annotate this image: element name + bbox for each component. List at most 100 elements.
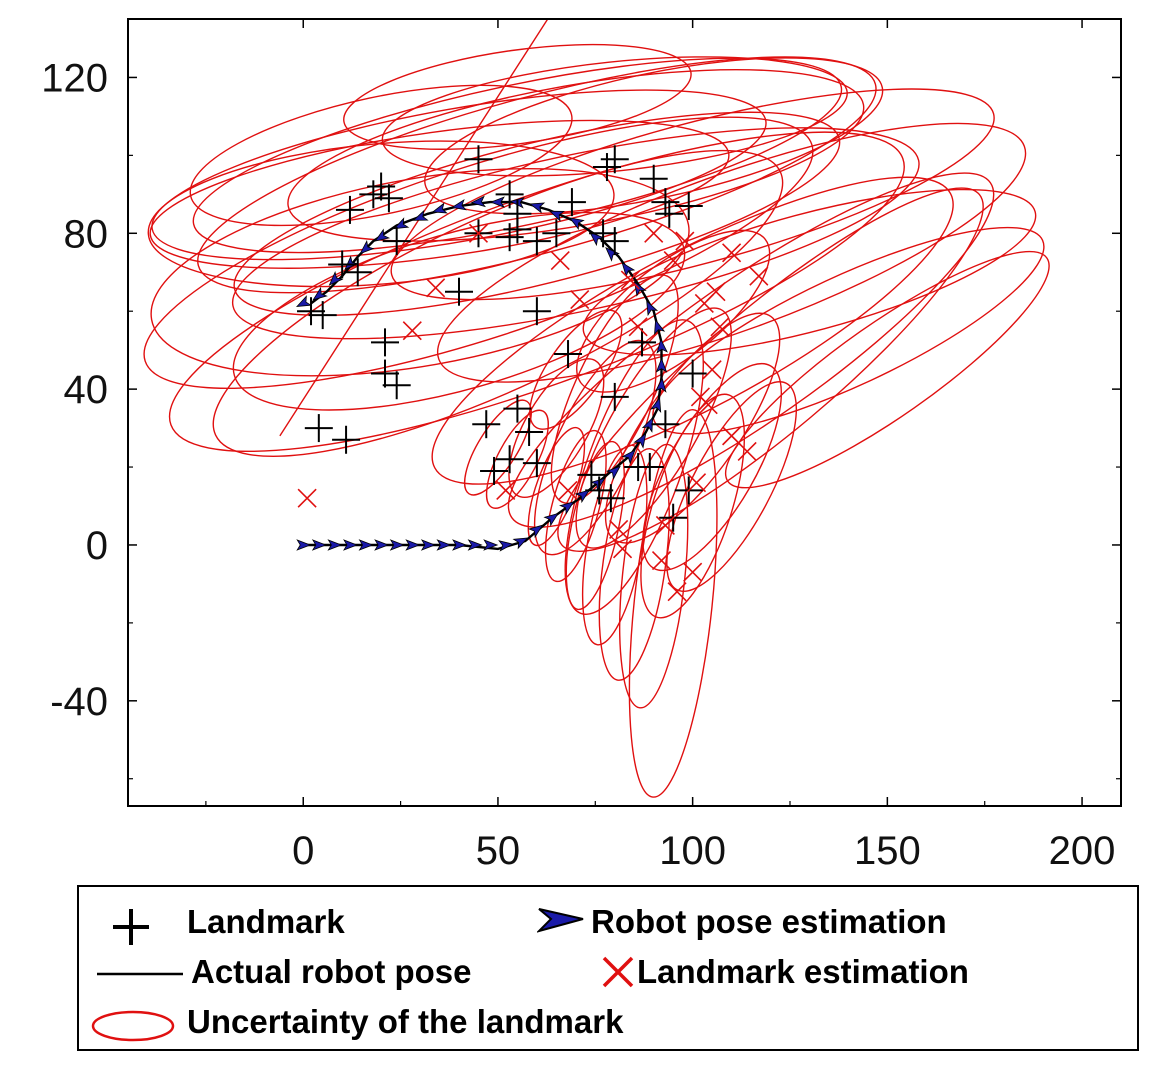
landmark-22: [522, 227, 551, 256]
landmark-estimate-26-b: [702, 360, 722, 380]
robot-pose-marker-31: [621, 261, 636, 278]
uncertainty-ellipse-13: [212, 149, 784, 457]
slam-plot: 0 50 100 150 200 -40 0 40 80 120: [41, 18, 1122, 873]
landmark-7: [374, 184, 403, 213]
x-tick-label-0: 0: [292, 829, 314, 873]
uncertainty-ellipse-17: [381, 56, 848, 177]
landmark-37: [651, 410, 680, 439]
robot-pose-marker-8: [420, 539, 436, 551]
landmark-11: [382, 371, 411, 400]
landmark-estimate-17: [749, 266, 769, 286]
y-tick-label-1: 0: [86, 524, 108, 568]
uncertainty-ellipse-26: [485, 409, 549, 509]
robot-pose-marker-21: [621, 449, 636, 465]
robot-pose-marker-6: [389, 539, 405, 551]
legend-robot-pose: Robot pose estimation: [591, 903, 947, 940]
robot-pose-marker-9: [436, 539, 452, 551]
uncertainty-ellipse-15: [507, 172, 995, 528]
uncertainty-ellipse-37: [575, 307, 733, 549]
uncertainty-ellipse-8: [287, 68, 865, 242]
landmark-1: [308, 301, 337, 330]
robot-pose-marker-15: [527, 524, 544, 539]
landmark-35: [674, 192, 703, 221]
landmark-29: [600, 227, 629, 256]
landmark-estimate-28-b: [651, 550, 672, 571]
landmark-4: [335, 195, 364, 224]
landmark-14: [445, 277, 473, 306]
landmark-estimate-4: [496, 480, 516, 500]
robot-pose-marker-48: [312, 286, 328, 301]
uncertainty-ellipse-11: [436, 122, 1027, 383]
legend-actual-robot-pose: Actual robot pose: [191, 953, 472, 990]
landmark-10: [371, 359, 400, 388]
uncertainty-ellipse-34: [666, 381, 798, 592]
uncertainty-ellipse-43: [529, 309, 623, 430]
landmark-estimate-15: [710, 317, 730, 337]
robot-pose-marker-7: [405, 539, 421, 551]
robot-pose-marker-4: [358, 539, 374, 551]
robot-pose-marker-46: [344, 255, 359, 271]
landmark-estimate-4-b: [496, 480, 516, 500]
robot-pose-marker-1: [311, 539, 327, 551]
legend-landmark: Landmark: [187, 903, 345, 940]
landmark-estimate-24-b: [570, 289, 590, 310]
robot-pose-marker-35: [548, 210, 565, 222]
landmark-47: [585, 476, 614, 505]
landmark-estimate-3: [468, 223, 489, 243]
landmark-estimate-16-b: [722, 243, 742, 263]
landmark-estimate-19-b: [628, 317, 648, 337]
uncertainty-ellipse-22: [724, 250, 1050, 489]
landmark-34: [655, 199, 684, 228]
uncertainty-ellipse-20: [582, 188, 1037, 356]
x-tick-label-1: 50: [476, 829, 521, 873]
landmark-24: [557, 188, 586, 217]
y-axis: -40 0 40 80 120: [41, 56, 1121, 780]
robot-pose-marker-45: [359, 239, 375, 255]
uncertainty-ellipse-27: [527, 426, 586, 547]
landmark-legend-icon: [113, 909, 149, 945]
landmark-estimate-2: [426, 278, 446, 298]
landmark-estimate-10: [683, 562, 703, 582]
robot-pose-marker-28: [654, 319, 666, 336]
landmark-27: [600, 145, 629, 174]
landmark-estimate-22: [620, 270, 640, 290]
landmark-estimate-16: [722, 243, 742, 263]
landmark-estimate-15-b: [710, 317, 730, 337]
robot-pose-marker-24: [650, 396, 662, 414]
y-tick-label-3: 80: [64, 212, 109, 256]
legend-landmark-estimation: Landmark estimation: [637, 953, 969, 990]
landmark-estimate-6-b: [609, 519, 629, 539]
landmark-estimate-8-b: [655, 515, 675, 536]
robot-pose-marker-41: [431, 202, 448, 214]
landmark-estimate-0-b: [297, 488, 317, 508]
uncertainty-ellipse-21: [652, 226, 1045, 435]
landmark-estimate-25-b: [675, 231, 695, 251]
landmark-estimate-21: [644, 223, 664, 243]
uncertainty-ellipse-18: [343, 43, 692, 150]
landmark-estimate-0: [297, 488, 317, 508]
robot-pose-marker-16: [543, 512, 559, 527]
robot-pose-marker-39: [470, 195, 486, 208]
robot-pose-marker-20: [605, 465, 621, 480]
robot-pose-marker-26: [655, 357, 668, 373]
landmark-42: [495, 445, 524, 474]
landmark-49: [635, 453, 664, 482]
x-tick-label-4: 200: [1049, 829, 1116, 873]
landmark-estimate-18-b: [737, 441, 757, 462]
landmark-26: [592, 153, 621, 182]
landmark-30: [600, 382, 629, 411]
robot-pose-marker-42: [412, 209, 429, 221]
uncertainty-ellipse-24: [232, 211, 686, 411]
landmark-estimate-26: [702, 360, 722, 380]
uncertainty-ellipse-35: [628, 409, 718, 798]
landmark-25: [554, 340, 583, 369]
robot-pose-marker-11: [467, 539, 483, 551]
uncertainty-ellipse-40: [564, 319, 704, 615]
x-tick-label-2: 100: [659, 829, 726, 873]
robot-pose-marker-36: [529, 202, 546, 214]
landmark-estimate-20-b: [663, 250, 683, 271]
landmark-estimate-11: [686, 473, 707, 493]
plot-frame: [127, 18, 1122, 807]
landmark-12: [304, 414, 333, 443]
landmark-46: [577, 460, 606, 489]
